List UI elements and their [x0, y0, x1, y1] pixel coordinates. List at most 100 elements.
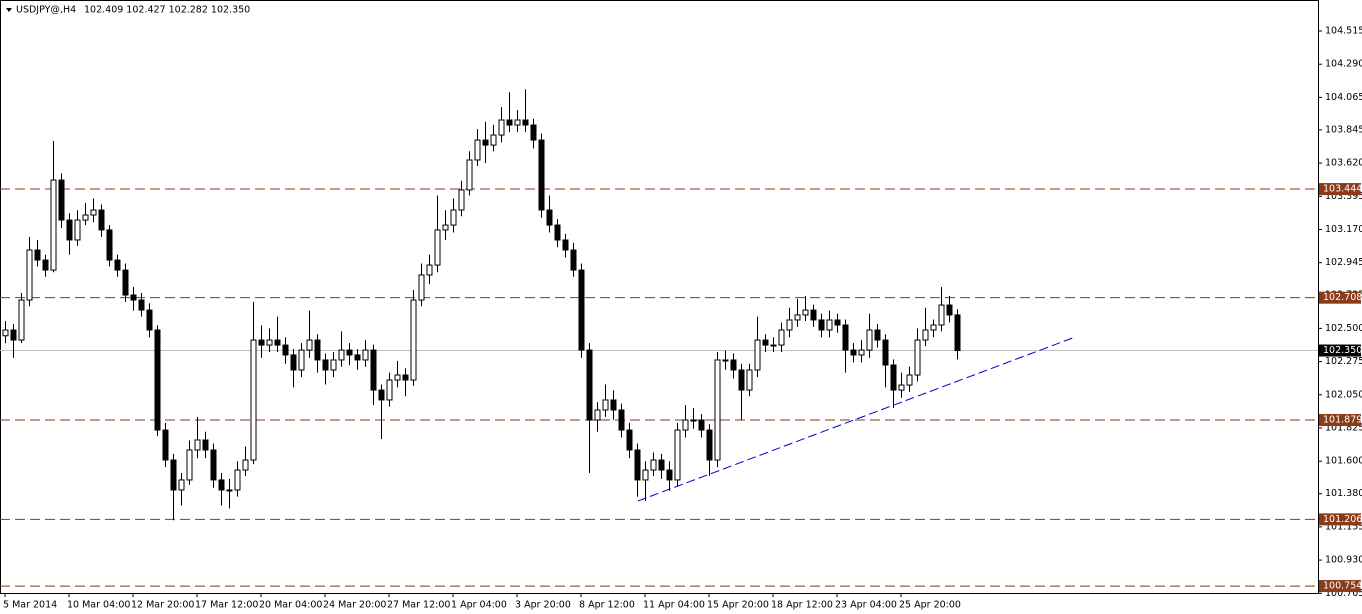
candle-body — [402, 374, 409, 381]
candle-body — [250, 339, 257, 461]
candle-body — [354, 354, 361, 361]
candle-body — [362, 349, 369, 361]
candle-body — [858, 349, 865, 356]
candle-body — [418, 274, 425, 301]
candle-body — [18, 299, 25, 341]
candle-body — [482, 139, 489, 146]
level-label: 101.879 — [1323, 415, 1362, 426]
candle-body — [26, 249, 33, 301]
x-tick-label: 24 Mar 20:00 — [323, 600, 386, 611]
candle-body — [682, 419, 689, 431]
candle-body — [618, 409, 625, 431]
candles — [2, 89, 961, 521]
candle-body — [698, 419, 705, 431]
y-tick-label: 102.500 — [1325, 323, 1362, 334]
candle-body — [930, 324, 937, 331]
candle-body — [586, 349, 593, 421]
candle-body — [498, 119, 505, 136]
candle-body — [938, 304, 945, 326]
y-tick-label: 104.065 — [1325, 92, 1362, 103]
y-tick-label: 101.600 — [1325, 456, 1362, 467]
y-tick-label: 103.395 — [1325, 191, 1362, 202]
x-tick-label: 15 Apr 20:00 — [707, 600, 769, 611]
candle-body — [818, 319, 825, 331]
x-tick-label: 25 Apr 20:00 — [899, 600, 961, 611]
candle-body — [738, 369, 745, 391]
candle-body — [50, 179, 57, 271]
candle-body — [514, 119, 521, 126]
candle-body — [722, 359, 729, 362]
candle-body — [266, 339, 273, 346]
candle-body — [802, 309, 809, 316]
candle-body — [946, 304, 953, 316]
candle-body — [170, 459, 177, 491]
candle-body — [66, 219, 73, 241]
x-tick-label: 1 Apr 04:00 — [451, 600, 507, 611]
candle-body — [690, 419, 697, 422]
candle-body — [290, 354, 297, 371]
candle-body — [218, 479, 225, 491]
y-tick-label: 101.825 — [1325, 422, 1362, 433]
candle-body — [762, 339, 769, 346]
y-tick-label: 102.945 — [1325, 257, 1362, 268]
candle-body — [90, 209, 97, 216]
level-label-box — [1319, 291, 1361, 304]
candle-body — [850, 349, 857, 356]
candle-body — [146, 309, 153, 331]
candle-body — [466, 159, 473, 191]
candle-body — [626, 429, 633, 451]
candle-body — [162, 429, 169, 461]
y-tick-label: 104.290 — [1325, 59, 1362, 70]
x-tick-label: 3 Apr 20:00 — [515, 600, 571, 611]
x-tick-label: 18 Apr 12:00 — [771, 600, 833, 611]
candle-body — [730, 359, 737, 371]
candle-body — [874, 329, 881, 341]
candle-body — [754, 339, 761, 371]
level-label-box — [1319, 183, 1361, 196]
candle-body — [202, 439, 209, 451]
y-tick-label: 102.275 — [1325, 356, 1362, 367]
candle-body — [810, 309, 817, 321]
level-label-box — [1319, 414, 1361, 427]
candle-body — [562, 239, 569, 251]
candle-body — [506, 119, 513, 126]
candle-body — [154, 329, 161, 431]
candle-body — [314, 339, 321, 361]
candle-body — [346, 349, 353, 356]
candle-body — [322, 359, 329, 371]
candle-body — [386, 379, 393, 401]
price-label-box — [1319, 344, 1361, 357]
candle-body — [954, 314, 961, 352]
menu-arrow[interactable] — [6, 8, 12, 12]
candle-body — [42, 259, 49, 271]
level-label: 101.206 — [1323, 514, 1362, 525]
candle-body — [178, 479, 185, 491]
candle-body — [530, 124, 537, 141]
candle-body — [490, 134, 497, 146]
candle-body — [642, 469, 649, 481]
y-tick-label: 100.705 — [1325, 588, 1362, 599]
candle-body — [298, 349, 305, 371]
y-tick-label: 104.515 — [1325, 25, 1362, 36]
candle-body — [58, 179, 65, 221]
x-tick-label: 8 Apr 12:00 — [579, 600, 635, 611]
candle-body — [122, 269, 129, 296]
candle-body — [378, 389, 385, 401]
candle-body — [610, 399, 617, 411]
candle-body — [330, 359, 337, 371]
candle-body — [706, 429, 713, 461]
candle-body — [234, 469, 241, 491]
candle-body — [578, 269, 585, 351]
x-tick-label: 10 Mar 04:00 — [67, 600, 130, 611]
level-label: 100.754 — [1323, 581, 1362, 592]
candle-body — [114, 259, 121, 271]
candle-body — [522, 119, 529, 126]
x-tick-label: 17 Mar 12:00 — [195, 600, 258, 611]
x-tick-label: 12 Mar 20:00 — [131, 600, 194, 611]
candle-body — [130, 294, 137, 301]
candle-body — [842, 324, 849, 351]
candle-body — [186, 449, 193, 481]
candle-body — [914, 339, 921, 376]
candle-body — [210, 449, 217, 481]
candle-body — [834, 319, 841, 326]
